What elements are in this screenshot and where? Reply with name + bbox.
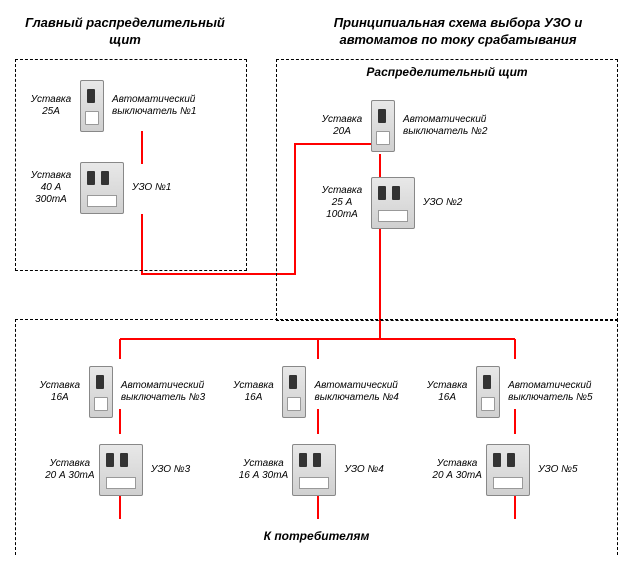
panel2-title: Распределительный щит: [347, 65, 547, 79]
breaker-icon: [89, 366, 113, 418]
device-row: Уставка 16 А 30mA УЗО №4: [238, 444, 394, 496]
header-right-title: Принципиальная схема выбора УЗО и автома…: [298, 15, 618, 49]
breaker-icon: [80, 80, 104, 132]
distribution-panel: Распределительный щит Уставка 20А Автома…: [276, 59, 618, 321]
breaker-icon: [371, 100, 395, 152]
setting-label: Уставка 25 А 100mA: [317, 185, 367, 221]
device-label: УЗО №5: [538, 464, 588, 476]
device-label: Автоматический выключатель №1: [112, 94, 202, 118]
device-label: УЗО №3: [151, 464, 201, 476]
setting-label: Уставка 20А: [317, 114, 367, 138]
setting-label: Уставка 20 А 30mA: [432, 458, 482, 482]
consumer-panel: Уставка 16А Автоматический выключатель №…: [15, 319, 618, 555]
rcd-icon: [292, 444, 336, 496]
setting-label: Уставка 40 А 300mA: [26, 170, 76, 206]
setting-label: Уставка 20 А 30mA: [45, 458, 95, 482]
setting-label: Уставка 16 А 30mA: [238, 458, 288, 482]
rcd-icon: [80, 162, 124, 214]
header-left-title: Главный распределительный щит: [15, 15, 235, 49]
main-panel: Уставка 25А Автоматический выключатель №…: [15, 59, 247, 271]
setting-label: Уставка 16А: [422, 380, 472, 404]
device-label: Автоматический выключатель №5: [508, 380, 598, 404]
device-label: Автоматический выключатель №4: [314, 380, 404, 404]
breaker-icon: [282, 366, 306, 418]
device-row: Уставка 16А Автоматический выключатель №…: [422, 366, 598, 418]
rcd-icon: [486, 444, 530, 496]
setting-label: Уставка 16А: [35, 380, 85, 404]
device-label: Автоматический выключатель №2: [403, 114, 493, 138]
column-2: Уставка 16А Автоматический выключатель №…: [228, 358, 404, 504]
device-row: Уставка 16А Автоматический выключатель №…: [228, 366, 404, 418]
device-label: Автоматический выключатель №3: [121, 380, 211, 404]
column-3: Уставка 16А Автоматический выключатель №…: [422, 358, 598, 504]
device-row: Уставка 25А Автоматический выключатель №…: [26, 80, 236, 132]
device-row: Уставка 20 А 30mA УЗО №3: [45, 444, 201, 496]
rcd-icon: [99, 444, 143, 496]
device-row: Уставка 20 А 30mA УЗО №5: [432, 444, 588, 496]
device-row: Уставка 25 А 100mA УЗО №2: [317, 177, 607, 229]
device-row: Уставка 20А Автоматический выключатель №…: [317, 100, 607, 152]
device-row: Уставка 40 А 300mA УЗО №1: [26, 162, 236, 214]
device-row: Уставка 16А Автоматический выключатель №…: [35, 366, 211, 418]
setting-label: Уставка 16А: [228, 380, 278, 404]
column-1: Уставка 16А Автоматический выключатель №…: [35, 358, 211, 504]
device-label: УЗО №2: [423, 197, 513, 209]
device-label: УЗО №4: [344, 464, 394, 476]
consumers-label: К потребителям: [26, 529, 607, 543]
device-label: УЗО №1: [132, 182, 222, 194]
rcd-icon: [371, 177, 415, 229]
breaker-icon: [476, 366, 500, 418]
setting-label: Уставка 25А: [26, 94, 76, 118]
